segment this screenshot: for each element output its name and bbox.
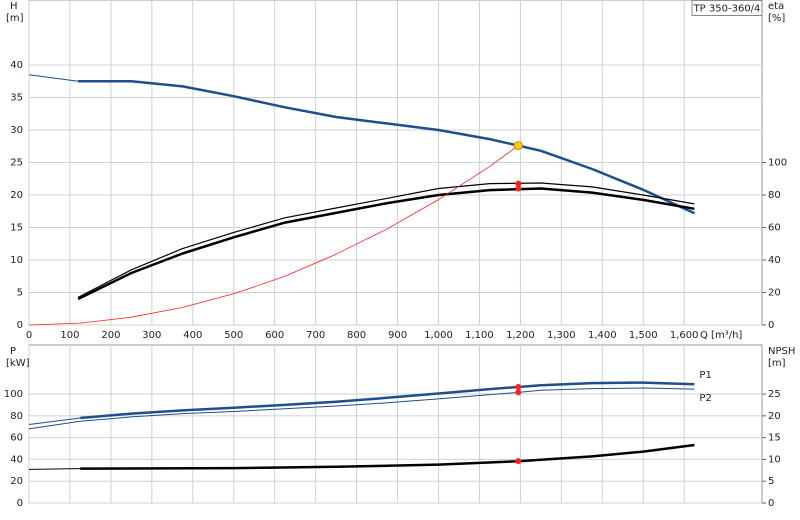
operating-point [515,180,522,187]
y-tick-label: 0 [17,320,23,331]
y-tick-label: 40 [10,454,23,465]
y2-axis-unit: [%] [768,13,785,24]
y2-axis-label: eta [768,1,784,12]
curve [28,468,81,470]
x-tick-label: 400 [183,330,202,341]
y2-tick-label: 0 [768,320,774,331]
curve [77,187,695,301]
y2-tick-label: 10 [768,454,781,465]
title-box [691,0,763,16]
y-tick-label: 10 [10,255,23,266]
operating-point [515,383,522,390]
y2-tick-label: 100 [768,158,787,169]
curve [80,381,695,420]
x-tick-label: 800 [347,330,366,341]
curve [77,182,695,298]
x-tick-label: 1,600 [670,330,699,341]
operating-point [515,389,522,396]
y2-tick-label: 20 [768,411,781,422]
x-tick-label: 1,500 [629,330,658,341]
x-tick-label: 1,000 [424,330,453,341]
x-tick-label: 300 [142,330,161,341]
x-tick-label: 1,100 [465,330,494,341]
x-tick-label: 700 [306,330,325,341]
operating-point [513,141,523,151]
y-tick-label: 15 [10,223,23,234]
y2-axis-unit: [m] [768,358,786,369]
curve [28,417,81,425]
curve [78,80,695,215]
x-tick-label: 600 [265,330,284,341]
y-tick-label: 5 [17,288,23,299]
y-tick-label: 60 [10,433,23,444]
y2-tick-label: 0 [768,498,774,509]
x-tick-label: 0 [26,330,32,341]
y-tick-label: 0 [17,498,23,509]
y-tick-label: 35 [10,93,23,104]
x-tick-label: 1,300 [547,330,576,341]
x-tick-label: 1,200 [506,330,535,341]
chart-title: TP 350-360/4 [693,4,761,15]
curve [80,443,695,470]
curve-label: P2 [699,393,711,404]
y2-tick-label: 25 [768,389,781,400]
y2-tick-label: 60 [768,223,781,234]
y2-tick-label: 5 [768,476,774,487]
y2-tick-label: 15 [768,433,781,444]
plot-area [28,344,763,504]
curve [28,74,79,82]
y-tick-label: 25 [10,158,23,169]
x-tick-label: 900 [388,330,407,341]
y-axis-unit: [m] [6,13,24,24]
x-axis-label: Q [m³/h] [700,330,742,341]
y-axis-label: P [10,346,16,357]
x-tick-label: 200 [101,330,120,341]
y2-axis-label: NPSH [768,346,795,357]
y-tick-label: 80 [10,411,23,422]
y2-tick-label: 40 [768,255,781,266]
y-axis-label: H [10,1,18,12]
y-tick-label: 30 [10,125,23,136]
x-tick-label: 100 [60,330,79,341]
curve [28,145,519,326]
operating-point [515,185,522,192]
y2-tick-label: 20 [768,288,781,299]
y-tick-label: 20 [10,190,23,201]
curve [28,387,695,430]
y-axis-unit: [kW] [6,358,30,369]
x-tick-label: 1,400 [588,330,617,341]
operating-point [515,458,522,465]
y2-tick-label: 80 [768,190,781,201]
y-tick-label: 40 [10,60,23,71]
y-tick-label: 20 [10,476,23,487]
x-tick-label: 500 [224,330,243,341]
y-tick-label: 100 [4,389,23,400]
curve-label: P1 [699,370,711,381]
